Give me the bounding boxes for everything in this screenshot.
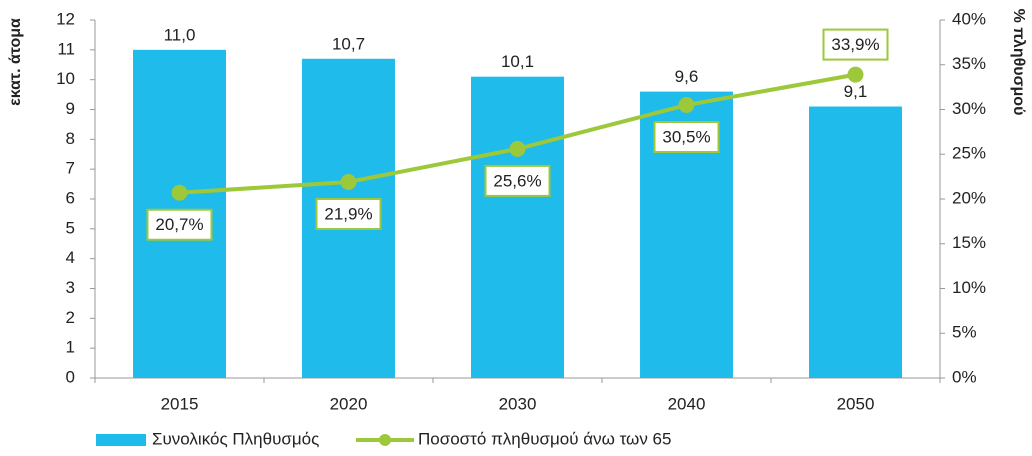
y-tick-label: 5 [66,218,75,237]
y-tick-label: 10 [56,69,75,88]
line-marker [678,97,695,114]
bar-value-label: 11,0 [164,25,196,44]
x-tick-label: 2015 [161,394,199,413]
line-value-label: 20,7% [155,215,203,234]
bar-value-label: 10,1 [501,52,534,71]
y2-tick-label: 30% [952,99,986,118]
y2-tick-label: 0% [952,367,977,386]
y2-tick-label: 10% [952,278,986,297]
y-tick-label: 2 [66,308,75,327]
line-value-label: 21,9% [324,204,372,223]
line-value-label: 30,5% [662,128,710,147]
value-label-box [315,197,382,230]
y-tick-label: 9 [66,99,75,118]
y-axis-label: εκατ. άτομα [7,18,24,106]
value-label-box [484,164,551,197]
line-marker [847,66,864,83]
value-label-box [146,208,213,241]
y2-tick-label: 35% [952,54,986,73]
y2-tick-label: 20% [952,188,986,207]
y-tick-label: 3 [66,278,75,297]
y2-tick-label: 40% [952,9,986,28]
line-value-label: 33,9% [831,35,879,54]
bar-value-label: 9,6 [675,67,699,86]
bar [471,76,564,378]
line-value-label: 25,6% [493,171,541,190]
line-marker [340,173,357,190]
legend-label: Συνολικός Πληθυσμός [152,429,319,448]
x-tick-label: 2040 [668,394,706,413]
y2-axis-label: % πληθυσμού [1010,9,1027,116]
y2-tick-label: 5% [952,323,977,342]
legend-swatch [96,434,146,446]
x-tick-label: 2020 [330,394,368,413]
y-tick-label: 0 [66,367,75,386]
y-tick-label: 12 [56,9,75,28]
x-tick-label: 2030 [499,394,537,413]
y-tick-label: 8 [66,129,75,148]
x-tick-label: 2050 [837,394,875,413]
bar-value-label: 10,7 [332,34,365,53]
y-tick-label: 11 [57,39,75,58]
line-marker [509,140,526,157]
value-label-box [653,121,720,154]
y-tick-label: 1 [66,338,75,357]
y-tick-label: 4 [66,248,75,267]
y2-tick-label: 15% [952,233,986,252]
bar [809,106,902,379]
legend-label: Ποσοστό πληθυσμού άνω των 65 [418,429,671,448]
legend-swatch [379,434,391,446]
y2-tick-label: 25% [952,144,986,163]
y-tick-label: 6 [66,188,75,207]
value-label-box [822,28,889,61]
y-tick-label: 7 [66,159,75,178]
line-marker [171,184,188,201]
bar-value-label: 9,1 [844,82,868,101]
